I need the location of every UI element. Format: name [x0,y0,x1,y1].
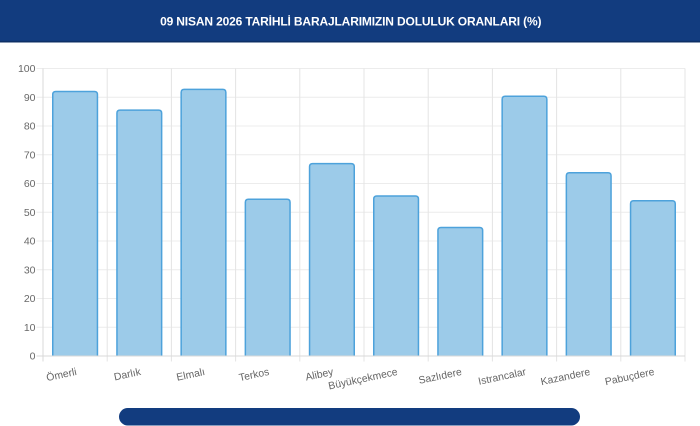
svg-text:09 NISAN 2026 TARİHLİ BARAJLAR: 09 NISAN 2026 TARİHLİ BARAJLARIMIZIN DOL… [160,14,541,29]
svg-text:40: 40 [24,236,36,248]
svg-text:Ömerli: Ömerli [45,366,77,384]
svg-text:Istrancalar: Istrancalar [477,367,527,388]
svg-text:100: 100 [18,63,36,75]
svg-text:Büyükçekmece: Büyükçekmece [328,367,399,392]
svg-text:30: 30 [24,264,36,276]
svg-text:90: 90 [24,92,36,104]
svg-text:0: 0 [30,351,36,363]
svg-text:70: 70 [24,149,36,161]
svg-text:20: 20 [24,293,36,305]
svg-text:Sazlıdere: Sazlıdere [418,367,463,387]
svg-text:10: 10 [24,322,36,334]
svg-text:Kazandere: Kazandere [540,367,592,388]
svg-text:Terkos: Terkos [238,367,270,384]
svg-text:60: 60 [24,178,36,190]
svg-text:80: 80 [24,121,36,133]
svg-text:Elmalı: Elmalı [176,367,207,384]
svg-text:50: 50 [24,207,36,219]
svg-text:Darlık: Darlık [113,367,143,384]
svg-text:Pabuçdere: Pabuçdere [604,367,656,388]
